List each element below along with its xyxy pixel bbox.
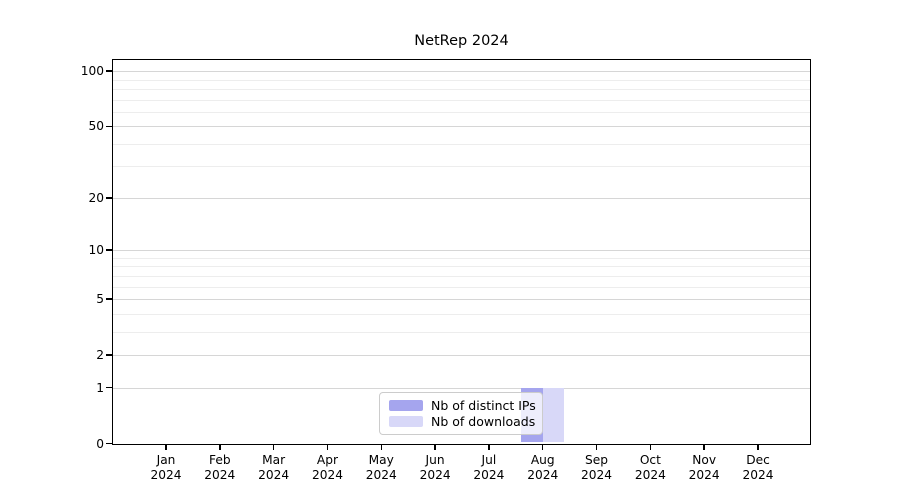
gridline-minor: [113, 111, 810, 113]
x-tick-label: Aug 2024: [527, 452, 559, 482]
x-tick-label: Feb 2024: [204, 452, 236, 482]
x-tick: [219, 443, 221, 450]
x-tick: [272, 443, 275, 450]
x-tick: [649, 443, 652, 450]
x-tick-label: Apr 2024: [311, 452, 343, 482]
x-tick: [541, 443, 544, 450]
y-tick-label: 5: [96, 291, 104, 306]
y-tick: [106, 442, 113, 445]
y-tick: [106, 386, 113, 389]
gridline-major: [113, 126, 810, 128]
gridline-minor: [113, 266, 810, 268]
gridline-major: [113, 71, 810, 73]
legend-item-downloads: Nb of downloads: [389, 414, 536, 429]
y-tick: [106, 298, 113, 300]
x-tick: [595, 443, 598, 450]
y-tick-label: 0: [96, 436, 104, 451]
x-tick: [326, 443, 329, 450]
x-tick: [434, 443, 436, 450]
x-tick-label: Dec 2024: [742, 452, 774, 482]
gridline-minor: [113, 257, 810, 259]
gridline-major: [113, 387, 810, 389]
y-tick: [106, 354, 113, 356]
x-tick: [703, 443, 705, 450]
gridline-minor: [113, 79, 810, 81]
legend-label-downloads: Nb of downloads: [431, 414, 536, 429]
y-tick: [106, 125, 113, 128]
x-tick-label: Sep 2024: [581, 452, 613, 482]
x-tick: [488, 443, 490, 450]
gridline-major: [113, 197, 810, 199]
x-tick-label: Jun 2024: [419, 452, 451, 482]
x-tick: [165, 443, 167, 450]
legend-swatch-distinct-ips: [389, 399, 423, 411]
chart-title: NetRep 2024: [414, 33, 509, 49]
x-tick-label: Nov 2024: [688, 452, 720, 482]
y-tick: [106, 249, 113, 251]
y-tick: [106, 197, 113, 199]
gridline-major: [113, 354, 810, 356]
x-tick: [380, 443, 383, 450]
legend-label-distinct-ips: Nb of distinct IPs: [431, 397, 536, 413]
x-tick-label: Oct 2024: [634, 452, 666, 482]
x-tick-label: Mar 2024: [258, 452, 290, 482]
x-tick: [757, 443, 759, 450]
y-tick: [106, 70, 113, 72]
legend: Nb of distinct IPs Nb of downloads: [379, 391, 543, 435]
y-tick-label: 100: [80, 64, 104, 79]
x-tick-label: Jul 2024: [473, 452, 505, 482]
legend-swatch-downloads: [389, 416, 423, 427]
y-tick-label: 1: [96, 380, 104, 395]
y-tick-label: 2: [96, 347, 104, 362]
plot-frame: [112, 59, 811, 445]
y-tick-label: 50: [88, 119, 104, 134]
gridline-major: [113, 298, 810, 300]
gridline-minor: [113, 275, 810, 277]
y-tick-label: 20: [88, 190, 104, 205]
gridline-minor: [113, 286, 810, 288]
x-tick-label: May 2024: [365, 452, 397, 482]
x-tick-label: Jan 2024: [150, 452, 182, 482]
gridline-minor: [113, 88, 810, 90]
legend-item-distinct-ips: Nb of distinct IPs: [389, 397, 536, 413]
y-tick-label: 10: [88, 243, 104, 258]
bar-downloads: [542, 387, 565, 443]
gridline-minor: [113, 313, 810, 315]
gridline-minor: [113, 99, 810, 101]
gridline-minor: [113, 143, 810, 145]
gridline-minor: [113, 331, 810, 333]
gridline-major: [113, 250, 810, 252]
gridline-minor: [113, 166, 810, 168]
